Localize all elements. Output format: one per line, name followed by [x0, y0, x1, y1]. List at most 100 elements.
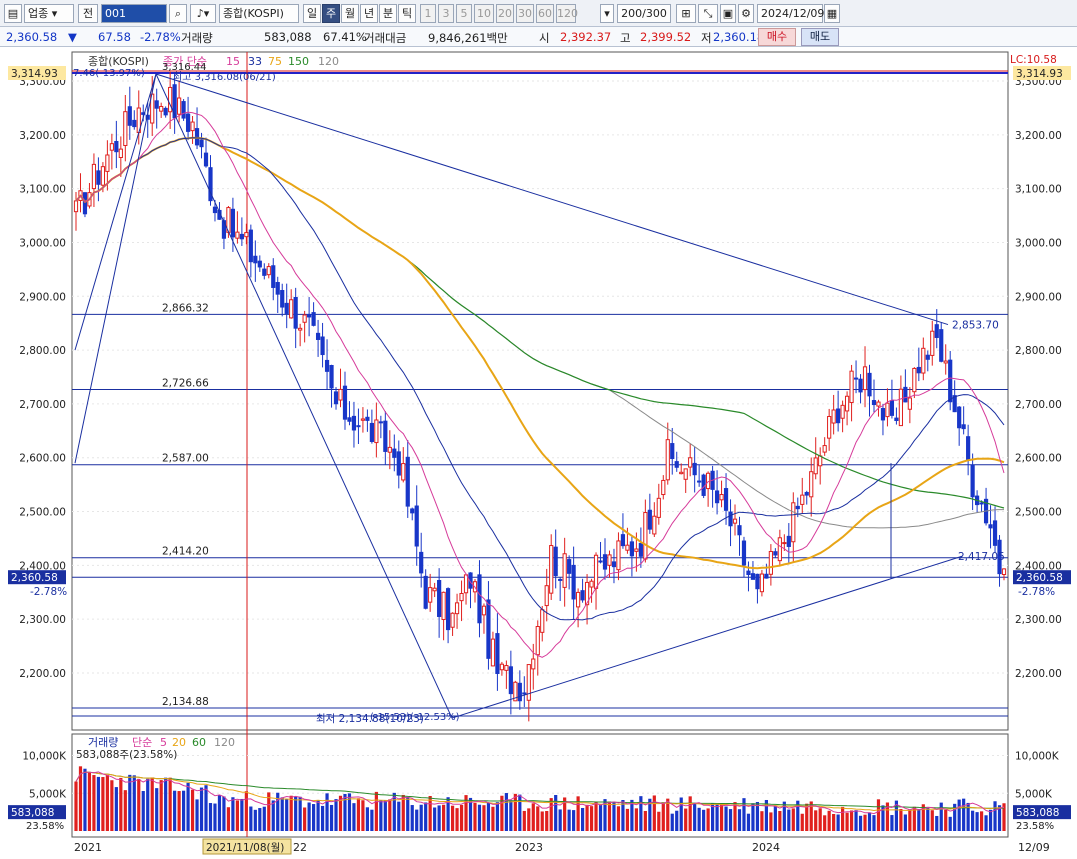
- volume-bar: [616, 806, 621, 831]
- candle-body: [746, 570, 751, 576]
- interval-dropdown-icon[interactable]: ▾: [600, 4, 614, 23]
- support-line-label: 2,134.88: [162, 696, 209, 708]
- settings-icon[interactable]: ⚙: [738, 4, 754, 23]
- candle-body: [692, 462, 697, 476]
- candle-body: [849, 370, 854, 404]
- volume-bar: [800, 813, 804, 831]
- candle-body: [342, 385, 348, 420]
- draw-icon[interactable]: ⤡: [698, 4, 718, 23]
- period-tab-0[interactable]: 일: [303, 4, 321, 23]
- candle-body: [576, 591, 581, 608]
- period-tab-1[interactable]: 주: [322, 4, 340, 23]
- candle-body: [271, 265, 276, 288]
- volume-bar: [769, 812, 773, 831]
- high-tag-left-bg: [8, 66, 66, 80]
- interval-button-60[interactable]: 60: [536, 4, 554, 23]
- interval-button-3[interactable]: 3: [438, 4, 454, 23]
- volume-bar: [751, 803, 755, 831]
- market-label: 업종: [28, 7, 49, 20]
- volume-bar: [459, 804, 464, 831]
- interval-button-30[interactable]: 30: [516, 4, 534, 23]
- legend-ma-150: 150: [288, 55, 309, 68]
- candle-body: [253, 255, 258, 264]
- candle-body: [916, 366, 921, 374]
- period-tab-2[interactable]: 월: [341, 4, 359, 23]
- volume-bar: [805, 803, 809, 831]
- high-tag-right-bg: [1013, 66, 1071, 80]
- candle-body: [459, 592, 464, 602]
- interval-button-10[interactable]: 10: [474, 4, 494, 23]
- volume-bar: [657, 811, 661, 831]
- count-input[interactable]: 200/300: [617, 4, 671, 23]
- search-icon[interactable]: ⌕: [169, 4, 187, 23]
- candle-body: [598, 560, 603, 563]
- interval-button-120[interactable]: 120: [556, 4, 578, 23]
- period-tab-3[interactable]: 년: [360, 4, 378, 23]
- volume-bar: [962, 798, 966, 831]
- save-icon[interactable]: ▣: [720, 4, 736, 23]
- candle-body: [181, 101, 186, 119]
- interval-button-1[interactable]: 1: [420, 4, 436, 23]
- volume-bar: [464, 795, 468, 831]
- menu-icon[interactable]: ▤: [4, 4, 22, 23]
- price-chart[interactable]: 3,300.00 3,300.003,200.00 3,200.003,100.00…: [0, 47, 1077, 859]
- volume-bar: [325, 793, 329, 831]
- candle-body: [966, 436, 971, 461]
- x-label-1: 2023: [515, 841, 543, 854]
- ma33-line: [75, 137, 1005, 621]
- candle-body: [324, 359, 330, 372]
- calendar-icon[interactable]: ▦: [824, 4, 840, 23]
- current-pct-left: -2.78%: [30, 586, 67, 598]
- volume-ma5: [75, 771, 1005, 815]
- candle-body: [580, 590, 585, 601]
- candle-body: [481, 605, 487, 616]
- change-value: 67.58: [98, 30, 131, 44]
- volume-bar: [253, 809, 257, 831]
- sound-icon[interactable]: ♪▾: [190, 4, 216, 23]
- candle-body: [486, 599, 491, 659]
- candle-body: [665, 439, 670, 481]
- sell-button[interactable]: 매도: [801, 28, 839, 46]
- volume-bar: [903, 814, 907, 831]
- candle-body: [979, 502, 984, 505]
- candle-body: [280, 290, 285, 308]
- candle-body: [800, 494, 805, 505]
- volume-bar: [213, 803, 217, 831]
- legend-ma-label: 종가 단순: [163, 55, 207, 68]
- volume-bar: [585, 804, 589, 831]
- prev-button[interactable]: 전: [78, 4, 98, 23]
- candle-body: [315, 332, 321, 340]
- candle-body: [948, 359, 953, 403]
- volume-bar: [666, 798, 670, 831]
- date-input[interactable]: 2024/12/09: [757, 4, 824, 23]
- trendline-rise: [74, 73, 157, 351]
- indicator-icon[interactable]: ⊞: [676, 4, 696, 23]
- candle-body: [544, 585, 549, 607]
- volume-bar: [872, 815, 876, 831]
- candle-body: [168, 86, 173, 113]
- ma75-line: [75, 136, 1005, 570]
- interval-button-5[interactable]: 5: [456, 4, 472, 23]
- volume-bar: [74, 781, 78, 831]
- trendline-fall: [155, 73, 453, 719]
- volume-bar: [446, 797, 450, 831]
- volume-current-info: 583,088주(23.58%): [76, 749, 177, 761]
- crosshair-date-bg: [202, 838, 292, 855]
- candle-body: [921, 347, 926, 374]
- candle-body: [795, 505, 800, 510]
- volume-bar: [155, 788, 159, 831]
- period-tab-5[interactable]: 틱: [398, 4, 416, 23]
- buy-button[interactable]: 매수: [758, 28, 796, 46]
- market-select[interactable]: 업종 ▾: [24, 4, 74, 23]
- volume-bar: [119, 777, 123, 831]
- candle-body: [185, 113, 191, 132]
- candle-body: [96, 170, 101, 185]
- volume-bar: [428, 795, 432, 831]
- interval-button-20[interactable]: 20: [496, 4, 514, 23]
- change-pct: -2.78%: [140, 30, 181, 44]
- candle-body: [401, 463, 406, 481]
- code-input[interactable]: 001: [101, 4, 167, 23]
- candle-body: [468, 572, 473, 589]
- volume-bar: [630, 799, 634, 831]
- period-tab-4[interactable]: 분: [379, 4, 397, 23]
